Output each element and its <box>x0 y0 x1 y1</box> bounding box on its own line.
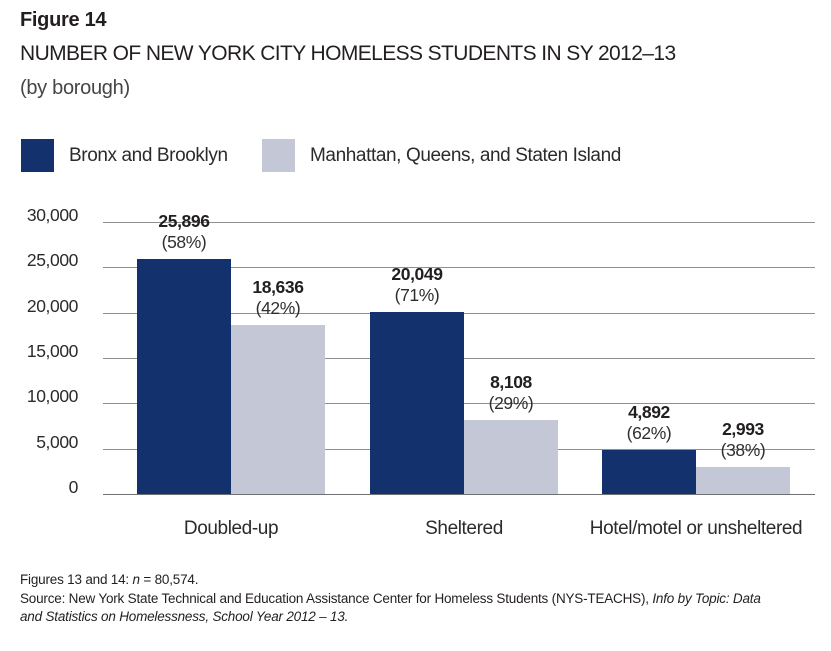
bar-label-sheltered-bronx-and-brooklyn: 20,049 (71%) <box>347 264 487 306</box>
bar-percent-label: (58%) <box>161 232 207 252</box>
n-note-italic: n <box>132 572 141 587</box>
bar-value-label: 4,892 <box>628 402 670 422</box>
bar-value-label: 8,108 <box>490 372 532 392</box>
bar-hotel-motel-or-unsheltered-bronx-and-brooklyn <box>602 450 696 494</box>
legend-item-manhattan-queens-staten-island: Manhattan, Queens, and Staten Island <box>262 139 621 172</box>
gridline-25-000 <box>103 267 815 268</box>
bar-doubled-up-manhattan-queens-and-staten-island <box>231 325 325 494</box>
source-note-italic: Info by Topic: Data and Statistics on Ho… <box>20 590 761 625</box>
y-axis-tick-15-000: 15,000 <box>26 341 79 361</box>
n-note-text: Figures 13 and 14: <box>20 572 133 587</box>
legend-swatch-navy <box>21 139 54 172</box>
source-note-text: Source: New York State Technical and Edu… <box>20 590 653 606</box>
figure-subtitle: (by borough) <box>20 77 130 99</box>
category-label-sheltered: Sheltered <box>425 518 503 539</box>
legend-label: Bronx and Brooklyn <box>69 144 228 166</box>
legend-label: Manhattan, Queens, and Staten Island <box>310 144 621 166</box>
legend-item-bronx-and-brooklyn: Bronx and Brooklyn <box>21 139 228 172</box>
bar-doubled-up-bronx-and-brooklyn <box>137 259 231 494</box>
bar-sheltered-manhattan-queens-and-staten-island <box>464 420 558 494</box>
bar-label-doubled-up-manhattan-queens-and-staten-island: 18,636 (42%) <box>208 277 348 319</box>
y-axis-tick-5-000: 5,000 <box>36 432 78 452</box>
bar-value-label: 20,049 <box>391 264 443 284</box>
bar-percent-label: (29%) <box>488 393 534 413</box>
category-label-hotel-motel-or-unsheltered: Hotel/motel or unsheltered <box>589 518 803 539</box>
gridline-0 <box>103 494 815 495</box>
y-axis-tick-30-000: 30,000 <box>26 205 79 225</box>
bar-percent-label: (62%) <box>626 423 672 443</box>
figure-footnotes: Figures 13 and 14: n = 80,574. Source: N… <box>20 571 765 627</box>
bar-label-doubled-up-bronx-and-brooklyn: 25,896 (58%) <box>114 211 254 253</box>
n-note-value: = 80,574. <box>139 572 199 587</box>
source-note: Source: New York State Technical and Edu… <box>20 590 765 627</box>
figure-title: NUMBER OF NEW YORK CITY HOMELESS STUDENT… <box>20 42 676 65</box>
bar-value-label: 25,896 <box>158 211 210 231</box>
y-axis-tick-0: 0 <box>68 477 79 497</box>
bar-label-hotel-motel-or-unsheltered-manhattan-queens-and-staten-island: 2,993 (38%) <box>673 419 813 461</box>
y-axis-tick-25-000: 25,000 <box>26 250 79 270</box>
bar-sheltered-bronx-and-brooklyn <box>370 312 464 494</box>
y-axis-tick-20-000: 20,000 <box>26 296 79 316</box>
n-note: Figures 13 and 14: n = 80,574. <box>20 571 765 590</box>
gridline-30-000 <box>103 222 815 223</box>
figure-number-label: Figure 14 <box>20 9 107 31</box>
category-label-doubled-up: Doubled-up <box>183 518 279 539</box>
y-axis-tick-10-000: 10,000 <box>26 386 79 406</box>
bar-value-label: 2,993 <box>722 419 764 439</box>
bar-label-hotel-motel-or-unsheltered-bronx-and-brooklyn: 4,892 (62%) <box>579 402 719 444</box>
bar-percent-label: (42%) <box>255 298 301 318</box>
bar-percent-label: (71%) <box>394 285 440 305</box>
bar-value-label: 18,636 <box>252 277 304 297</box>
legend-swatch-gray <box>262 139 295 172</box>
bar-label-sheltered-manhattan-queens-and-staten-island: 8,108 (29%) <box>441 372 581 414</box>
bar-hotel-motel-or-unsheltered-manhattan-queens-and-staten-island <box>696 467 790 494</box>
bar-percent-label: (38%) <box>720 440 766 460</box>
